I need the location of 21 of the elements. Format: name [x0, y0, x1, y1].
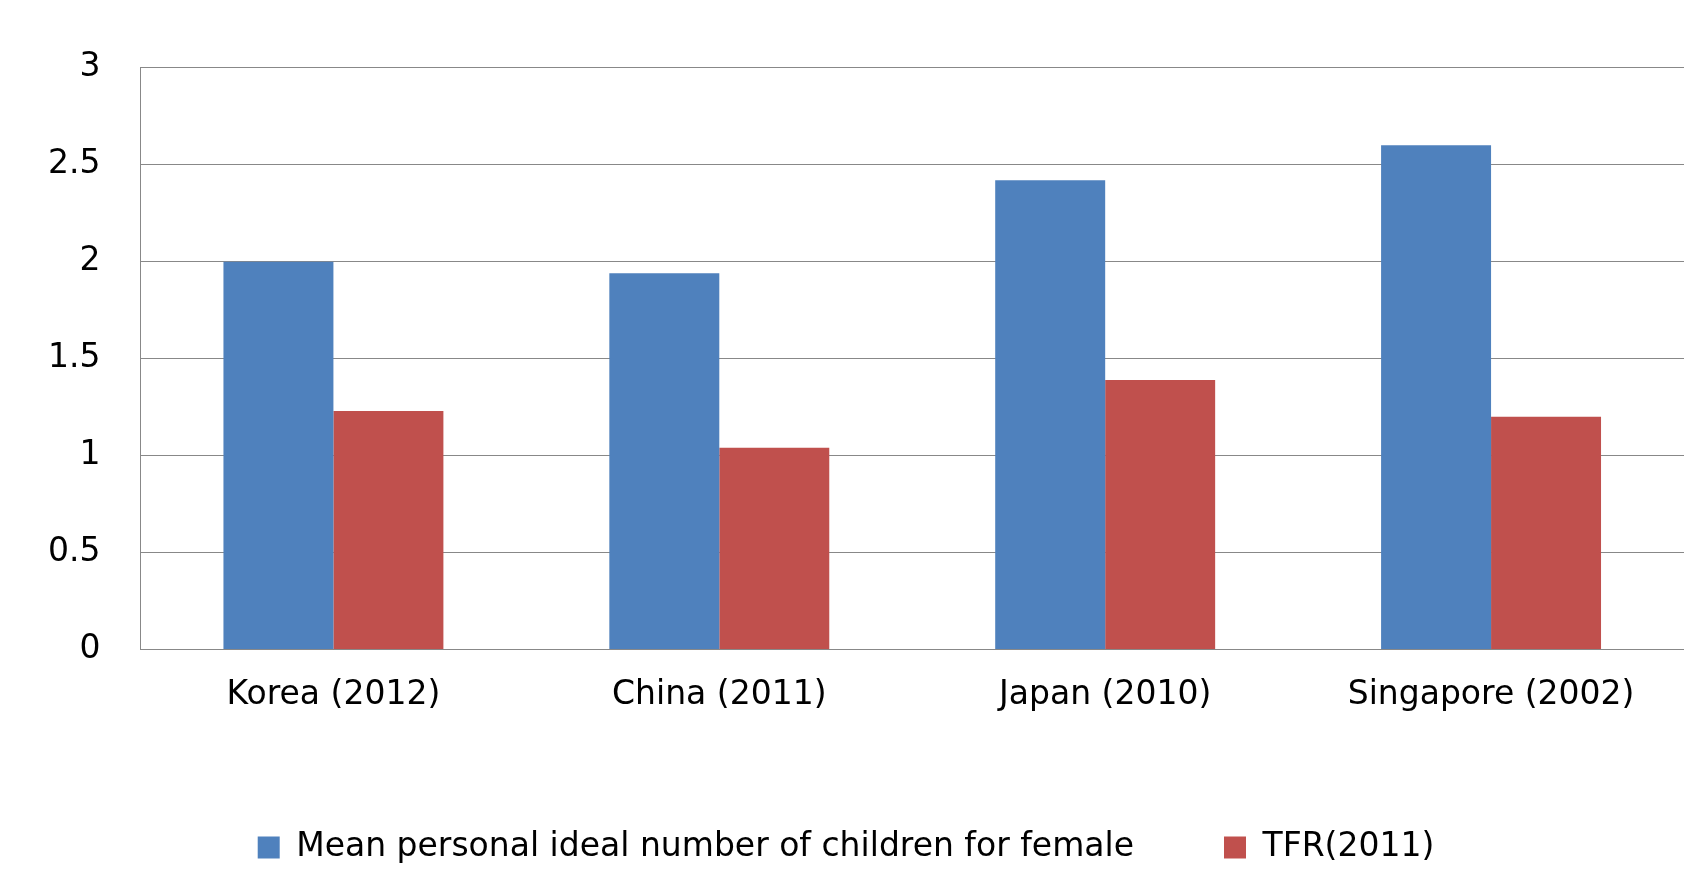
bar: [333, 410, 444, 649]
bar: [609, 273, 720, 649]
bar: [1105, 379, 1216, 649]
x-tick-label: Singapore (2002): [1347, 672, 1635, 712]
bar: [995, 180, 1106, 649]
x-tick-label: Korea (2012): [226, 672, 441, 712]
bar: [1381, 145, 1492, 649]
bar: [719, 447, 830, 649]
legend-label: Mean personal ideal number of children for female: [296, 825, 1134, 865]
bar: [223, 261, 334, 649]
y-tick-label: 2: [79, 239, 101, 279]
y-tick-label: 1: [79, 433, 101, 473]
y-tick-label: 0: [79, 626, 101, 666]
bar: [1491, 416, 1602, 649]
x-tick-label: Japan (2010): [997, 672, 1212, 712]
y-tick-label: 1.5: [48, 336, 101, 376]
y-tick-label: 2.5: [48, 142, 101, 182]
y-tick-label: 0.5: [48, 530, 101, 570]
y-tick-label: 3: [79, 45, 101, 85]
x-tick-label: China (2011): [612, 672, 827, 712]
legend-label: TFR(2011): [1261, 825, 1435, 865]
